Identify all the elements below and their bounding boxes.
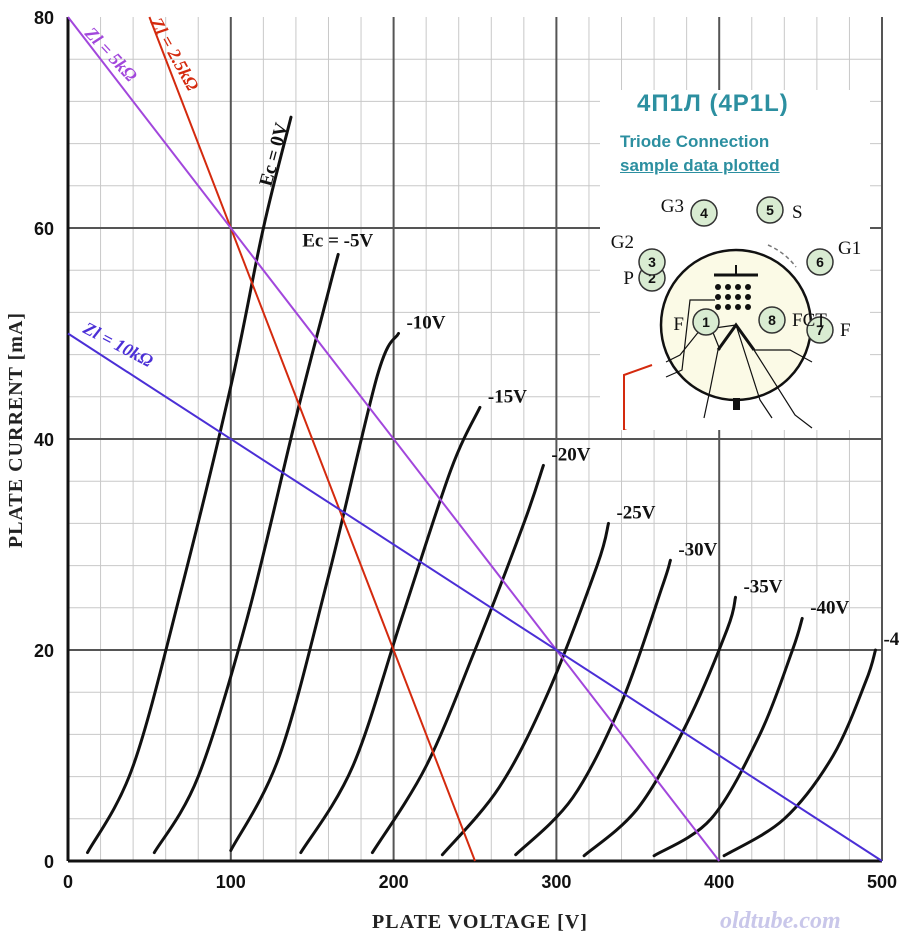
tube-title: 4П1Л (4P1L) xyxy=(637,90,789,117)
curve-label: Ec = 0V xyxy=(256,120,293,188)
curve-label: -20V xyxy=(551,444,590,465)
tube-info-box: 4П1Л (4P1L) Triode Connection sample dat… xyxy=(600,90,870,430)
load-line-label: Zl = 10kΩ xyxy=(79,317,157,371)
pin-label: F xyxy=(840,320,851,341)
y-tick-label: 80 xyxy=(34,8,54,28)
x-tick-label: 300 xyxy=(541,872,571,892)
plate-curve xyxy=(86,115,293,855)
x-tick-label: 500 xyxy=(867,872,897,892)
pin-circle xyxy=(692,308,720,336)
pin-number: 3 xyxy=(648,254,656,270)
plate-curve xyxy=(582,595,737,858)
curve-label: -15V xyxy=(488,386,527,407)
pin-label: G1 xyxy=(838,238,861,259)
load-line xyxy=(148,16,476,862)
pin-circle xyxy=(690,199,718,227)
pin-number: 6 xyxy=(816,254,824,270)
pin-number: 1 xyxy=(702,314,710,330)
shield-arc xyxy=(767,244,797,268)
y-tick-label: 60 xyxy=(34,219,54,239)
wire-g1 xyxy=(754,349,813,363)
y-tick-label: 20 xyxy=(34,641,54,661)
pin-circle xyxy=(806,316,834,344)
watermark: oldtube.com xyxy=(720,908,841,934)
plate-curve xyxy=(299,405,482,855)
plate-curve xyxy=(514,558,672,857)
pin-label: G3 xyxy=(661,196,684,217)
pin-circle xyxy=(806,248,834,276)
tube-subtitle-link[interactable]: sample data plotted xyxy=(620,156,780,175)
key-notch xyxy=(733,398,740,410)
curve-label: -30V xyxy=(678,539,717,560)
load-line xyxy=(67,332,883,862)
pin-label: FCT xyxy=(792,310,827,331)
plate-curve xyxy=(440,521,610,857)
triode-strap xyxy=(623,364,653,430)
wire-fct xyxy=(735,324,773,419)
tube-subtitle: Triode Connection xyxy=(620,132,770,151)
curve-label: -40V xyxy=(810,597,849,618)
x-tick-label: 100 xyxy=(216,872,246,892)
pin-label: F xyxy=(673,314,684,335)
plate-curves xyxy=(86,115,877,858)
curve-label: -45V xyxy=(883,629,900,650)
pin-circle xyxy=(758,306,786,334)
x-tick-label: 0 xyxy=(63,872,73,892)
tick-labels: 0 100 200 300 400 500 0 20 40 60 80 xyxy=(34,8,897,892)
x-axis-title: PLATE VOLTAGE [V] xyxy=(372,911,588,933)
pin-circle xyxy=(638,248,666,276)
plate-curve xyxy=(229,332,400,852)
pin-number: 4 xyxy=(700,205,708,221)
x-tick-label: 400 xyxy=(704,872,734,892)
curve-label: -35V xyxy=(743,576,782,597)
plate-curve xyxy=(370,463,545,855)
curve-label: -25V xyxy=(616,502,655,523)
pin-number: 2 xyxy=(648,270,656,286)
curve-label: -10V xyxy=(406,313,445,334)
curve-label: Ec = -5V xyxy=(302,230,373,251)
pin-label: S xyxy=(792,202,803,223)
wire-f2 xyxy=(703,349,719,419)
plate-curve xyxy=(652,616,804,858)
pin-label: G2 xyxy=(611,232,634,253)
y-axis-title: PLATE CURRENT [mA] xyxy=(5,312,27,548)
plate-curve xyxy=(722,648,877,858)
y-tick-label: 0 xyxy=(44,852,54,872)
plate-curve xyxy=(152,252,340,855)
grid-dots xyxy=(715,284,751,310)
load-line-label: Zl = 5kΩ xyxy=(80,22,141,86)
pin-circle xyxy=(756,196,784,224)
pin-number: 8 xyxy=(768,312,776,328)
y-tick-label: 40 xyxy=(34,430,54,450)
load-line xyxy=(67,16,720,862)
x-tick-label: 200 xyxy=(379,872,409,892)
pin-number: 7 xyxy=(816,322,824,338)
wire-f xyxy=(753,349,813,429)
pin-label: P xyxy=(623,268,634,289)
pin-number: 5 xyxy=(766,202,774,218)
wire-plate xyxy=(665,299,715,378)
